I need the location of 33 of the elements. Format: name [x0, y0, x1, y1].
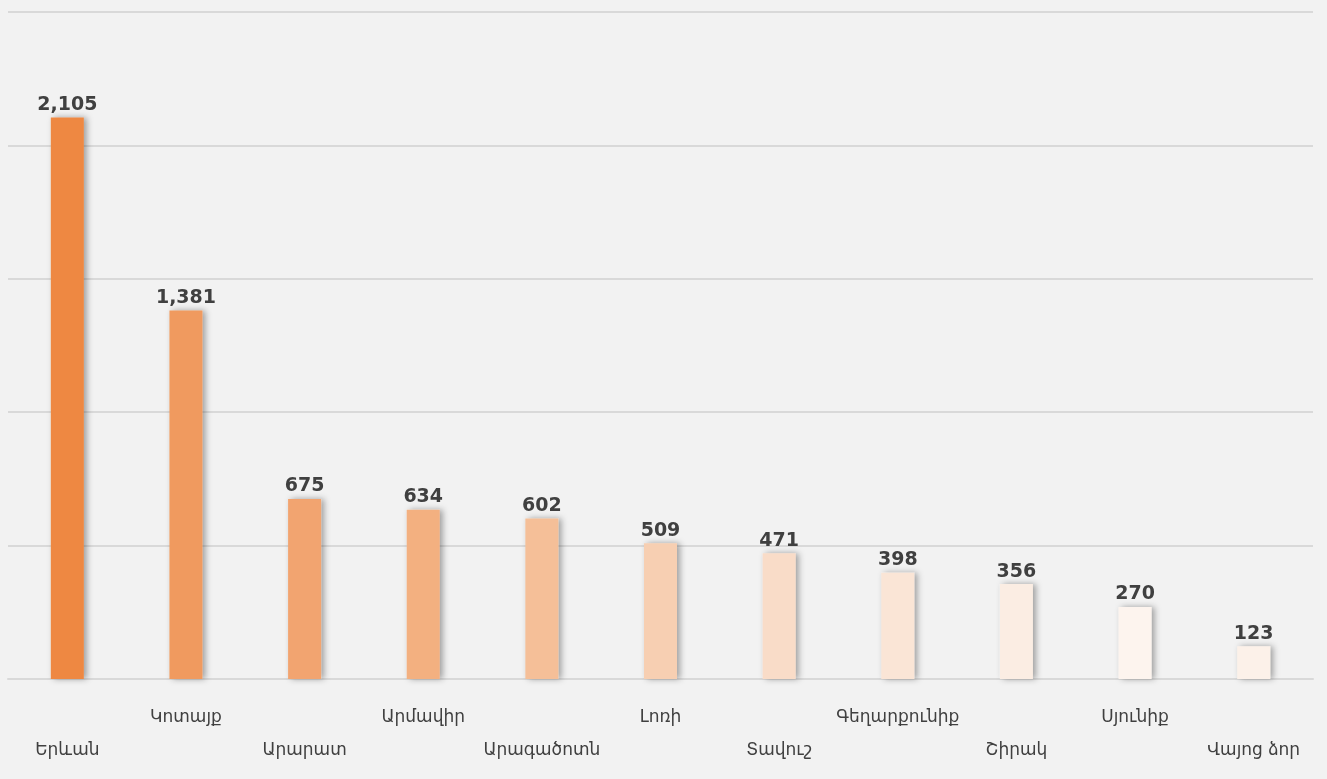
data-label: 602	[522, 492, 562, 515]
bar	[288, 498, 322, 679]
data-label: 356	[996, 558, 1037, 581]
bar	[881, 572, 915, 679]
bar	[406, 509, 440, 679]
x-tick-label: Երևան	[35, 738, 100, 759]
bar	[169, 310, 203, 679]
data-label: 270	[1115, 581, 1155, 604]
x-tick-label: Սյունիք	[1101, 705, 1169, 726]
data-label: 398	[877, 547, 918, 570]
data-label: 123	[1233, 620, 1274, 643]
x-tick-label: Արմավիր	[381, 705, 465, 726]
data-label: 509	[640, 517, 681, 540]
data-label: 1,381	[155, 285, 217, 308]
bar	[999, 584, 1033, 679]
bar	[50, 117, 84, 679]
data-label: 634	[403, 484, 444, 507]
bar	[644, 543, 677, 679]
bar	[1237, 646, 1271, 679]
x-tick-label: Արագածոտն	[483, 738, 601, 759]
data-label: 2,105	[37, 91, 98, 114]
bar	[525, 518, 559, 679]
x-tick-label: Արարատ	[262, 738, 347, 759]
x-tick-label: Տավուշ	[746, 738, 813, 759]
x-tick-label: Վայոց ձոր	[1207, 738, 1301, 759]
x-tick-label: Լոռի	[639, 705, 682, 726]
data-label: 471	[759, 527, 799, 550]
bar	[762, 553, 796, 679]
x-tick-label: Գեղարքունիք	[836, 705, 960, 726]
data-label: 675	[284, 473, 325, 496]
bar	[1118, 606, 1152, 679]
x-tick-label: Շիրակ	[985, 738, 1048, 759]
x-tick-label: Կոտայք	[150, 705, 222, 726]
